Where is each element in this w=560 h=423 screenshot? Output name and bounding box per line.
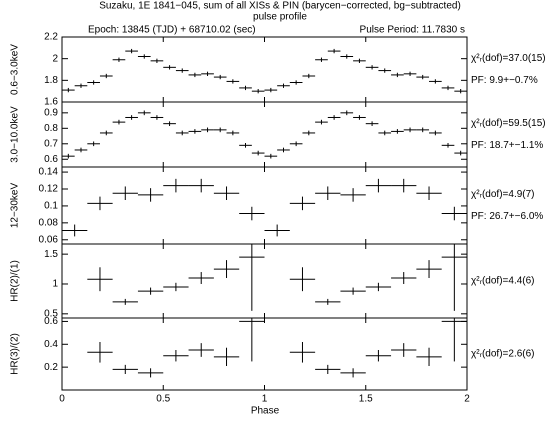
- y-axis-label: 0.6−3.0keV: [10, 44, 21, 95]
- annotation: χ²ᵣ(dof)=37.0(15): [471, 53, 546, 64]
- y-tick-label: 0.6: [44, 154, 58, 165]
- annotation: PF: 26.7+−6.0%: [471, 211, 543, 222]
- y-tick-label: 1.8: [44, 75, 58, 86]
- y-tick-label: 0.6: [44, 316, 58, 327]
- y-axis-label: 12−30keV: [10, 183, 21, 229]
- x-tick-label: 1.5: [359, 394, 373, 405]
- panel-frame: [61, 36, 468, 103]
- annotation: χ²ᵣ(dof)=4.9(7): [471, 189, 535, 200]
- x-tick-label: 2: [464, 394, 470, 405]
- x-tick-label: 0.5: [156, 394, 170, 405]
- y-axis-label: 3.0−10.0keV: [10, 106, 21, 163]
- y-axis-label: HR(2)/(1): [10, 260, 21, 302]
- y-tick-label: 0.9: [44, 107, 58, 118]
- y-tick-label: 0.7: [44, 138, 58, 149]
- x-tick-label: 1: [262, 394, 268, 405]
- y-tick-label: 0.12: [39, 184, 59, 195]
- panel-frame: [61, 166, 468, 245]
- panel-frame: [61, 101, 468, 168]
- y-tick-label: 0.06: [39, 234, 59, 245]
- data-group: [62, 48, 467, 94]
- y-tick-label: 0.8: [44, 123, 58, 134]
- subtitle: pulse profile: [253, 12, 307, 23]
- y-tick-label: 0.4: [44, 339, 58, 350]
- y-tick-label: 1.5: [44, 249, 58, 260]
- data-group: [87, 318, 467, 378]
- header-left: Epoch: 13845 (TJD) + 68710.02 (sec): [88, 25, 256, 36]
- annotation: PF: 18.7+−1.1%: [471, 140, 543, 151]
- y-tick-label: 0.2: [44, 362, 58, 373]
- data-group: [62, 178, 467, 237]
- x-axis-label: Phase: [251, 406, 280, 417]
- annotation: χ²ᵣ(dof)=4.4(6): [471, 276, 535, 287]
- y-tick-label: 2.2: [44, 32, 58, 43]
- y-tick-label: 1.6: [44, 97, 58, 108]
- y-axis-label: HR(3)/(2): [10, 333, 21, 375]
- data-group: [62, 110, 467, 159]
- header-right: Pulse Period: 11.7830 s: [360, 25, 465, 36]
- panel-frame: [61, 317, 468, 391]
- annotation: χ²ᵣ(dof)=59.5(15): [471, 118, 546, 129]
- panel-frame: [61, 243, 468, 319]
- annotation: χ²ᵣ(dof)=2.6(6): [471, 349, 535, 360]
- x-tick-label: 0: [59, 394, 65, 405]
- data-group: [87, 244, 467, 311]
- y-tick-label: 0.08: [39, 217, 59, 228]
- title: Suzaku, 1E 1841−045, sum of all XISs & P…: [99, 1, 461, 12]
- y-tick-label: 1: [52, 279, 58, 290]
- y-tick-label: 0.5: [44, 308, 58, 319]
- y-tick-label: 0.14: [39, 167, 59, 178]
- y-tick-label: 0.1: [44, 201, 58, 212]
- annotation: PF: 9.9+−0.7%: [471, 75, 538, 86]
- y-tick-label: 2: [52, 53, 58, 64]
